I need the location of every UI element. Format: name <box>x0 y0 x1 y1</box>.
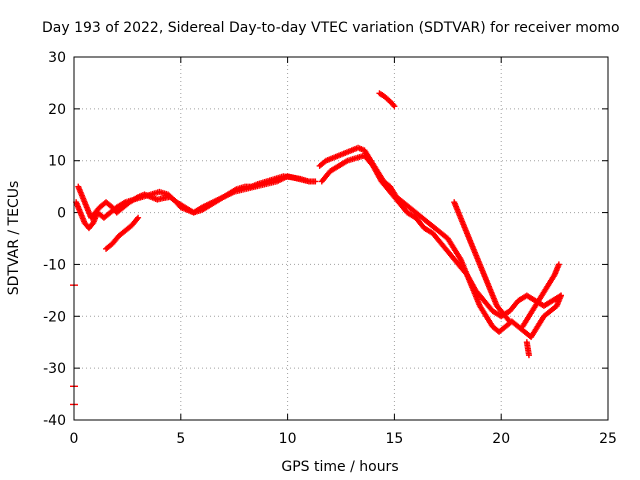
grid-lines <box>74 57 608 420</box>
data-point <box>525 352 532 359</box>
data-point <box>391 103 398 110</box>
x-tick-label: 20 <box>492 431 510 447</box>
axis-ticks: 0 5 10 15 20 25 -40 -30 -20 -10 0 10 20 30 <box>43 50 617 447</box>
y-tick-label: 10 <box>48 154 66 170</box>
y-tick-label: 20 <box>48 102 66 118</box>
chart-title: Day 193 of 2022, Sidereal Day-to-day VTE… <box>42 20 620 36</box>
data-point <box>555 261 562 268</box>
y-tick-label: -40 <box>43 413 66 429</box>
data-point <box>505 317 512 324</box>
plot-frame <box>73 56 609 421</box>
data-marks <box>70 90 565 406</box>
y-tick-label: -10 <box>43 257 66 273</box>
x-tick-label: 5 <box>176 431 185 447</box>
data-point <box>134 216 141 223</box>
y-tick-label: 30 <box>48 50 66 66</box>
x-tick-label: 25 <box>599 431 617 447</box>
x-tick-label: 10 <box>279 431 297 447</box>
y-tick-label: 0 <box>57 206 66 222</box>
y-tick-label: -30 <box>43 361 66 377</box>
data-point <box>390 101 397 108</box>
data-point <box>506 318 513 325</box>
y-tick-label: -20 <box>43 309 66 325</box>
data-point <box>312 178 319 185</box>
data-point <box>305 178 312 185</box>
data-point <box>558 292 565 299</box>
x-axis-label: GPS time / hours <box>281 459 398 475</box>
data-point <box>135 214 142 221</box>
y-axis-label: SDTVAR / TECUs <box>6 181 22 296</box>
x-tick-label: 15 <box>385 431 403 447</box>
x-tick-label: 0 <box>70 431 79 447</box>
